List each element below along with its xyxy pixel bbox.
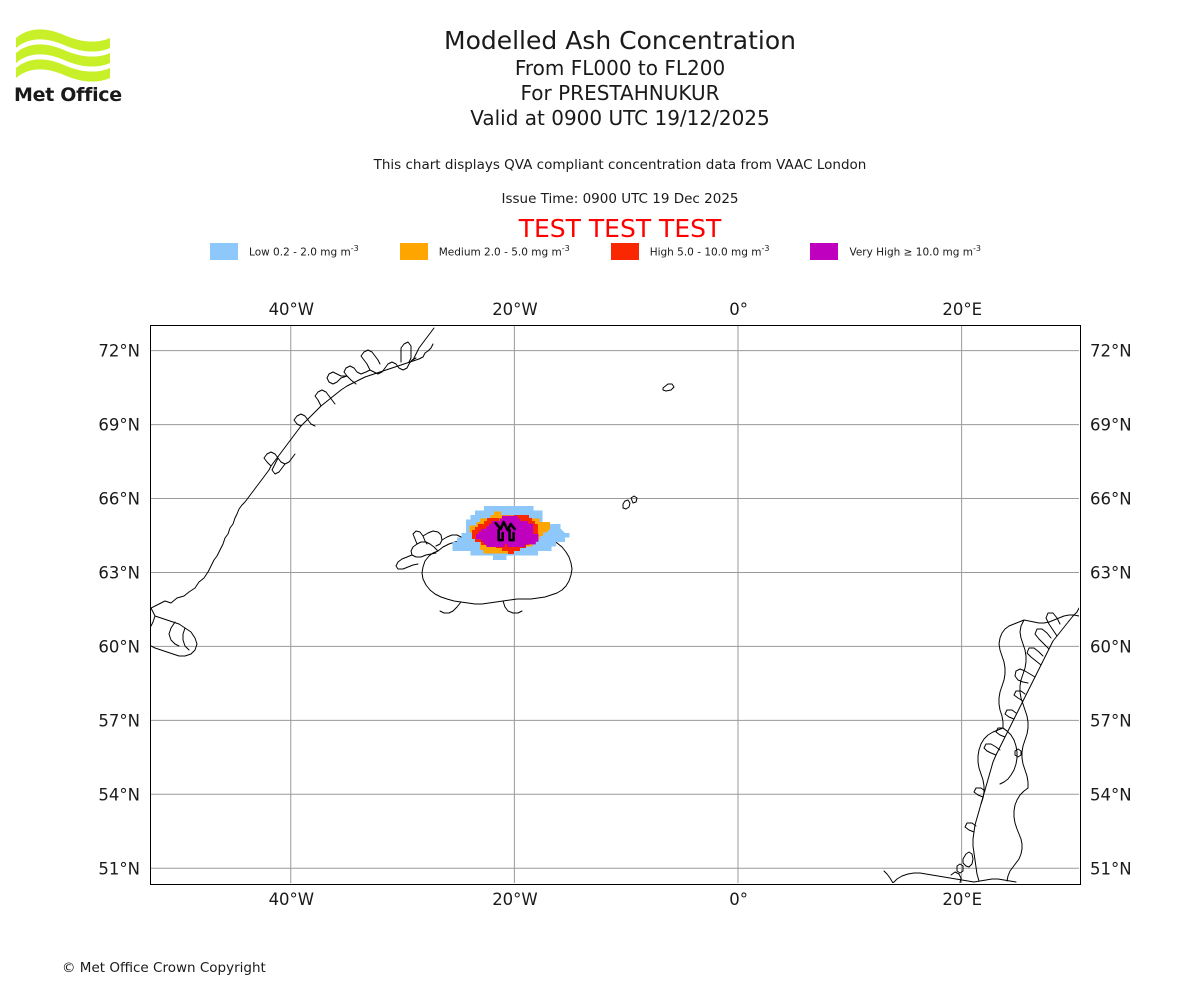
legend-label-medium: Medium 2.0 - 5.0 mg m-3 (438, 243, 570, 259)
legend-entry-low: Low 0.2 - 2.0 mg m-3 (209, 240, 399, 262)
ash-concentration-map: 40°W 40°W 20°W 20°W 0° 0° 20°E 20°E 72°N 72°N 69°N… (98, 300, 1131, 909)
issue-time: Issue Time: 0900 UTC 19 Dec 2025 (501, 191, 739, 207)
title-volcano: For PRESTAHNUKUR (520, 81, 720, 105)
lat-tick-right-7: 51°N (1090, 859, 1132, 879)
lat-tick-right-3: 63°N (1090, 563, 1132, 583)
legend-label-high: High 5.0 - 10.0 mg m-3 (649, 243, 770, 259)
legend-entry-medium: Medium 2.0 - 5.0 mg m-3 (398, 240, 610, 262)
ash-plume-layer (452, 506, 570, 560)
legend-label-low: Low 0.2 - 2.0 mg m-3 (249, 243, 359, 259)
title-flight-levels: From FL000 to FL200 (514, 56, 726, 80)
volcano-marker-layer (494, 520, 516, 542)
lat-tick-left-0: 72°N (98, 341, 140, 361)
ash-contour-very-high (476, 515, 539, 547)
map-canvas (151, 326, 1079, 883)
page-title: Modelled Ash Concentration (444, 26, 796, 55)
volcano-source-marker (494, 520, 516, 542)
qva-note: This chart displays QVA compliant concen… (373, 157, 867, 173)
legend-swatch-low (209, 241, 240, 261)
legend-label-very-high: Very High ≥ 10.0 mg m-3 (849, 243, 981, 259)
lat-tick-left-1: 69°N (98, 415, 140, 435)
lon-tick-bottom-2: 0° (729, 890, 748, 909)
lon-tick-bottom-0: 40°W (268, 890, 315, 909)
lat-tick-left-4: 60°N (98, 637, 140, 657)
lat-tick-right-6: 54°N (1090, 785, 1132, 805)
title-valid-time: Valid at 0900 UTC 19/12/2025 (470, 106, 770, 130)
test-banner: TEST TEST TEST (518, 214, 722, 243)
copyright-notice: © Met Office Crown Copyright (62, 960, 266, 976)
lat-tick-right-0: 72°N (1090, 341, 1132, 361)
map-plot-frame (150, 325, 1081, 885)
legend-swatch-high (609, 241, 640, 261)
lon-tick-bottom-3: 20°E (942, 890, 983, 909)
lat-tick-right-4: 60°N (1090, 637, 1132, 657)
lat-tick-left-7: 51°N (98, 859, 140, 879)
legend-entry-very-high: Very High ≥ 10.0 mg m-3 (809, 240, 1020, 262)
lon-tick-top-2: 0° (729, 300, 748, 319)
lat-tick-right-2: 66°N (1090, 489, 1132, 509)
met-office-wordmark: Met Office (14, 84, 122, 106)
legend-swatch-medium (398, 241, 429, 261)
coastline-layer (151, 327, 1079, 883)
lat-tick-left-5: 57°N (98, 711, 140, 731)
lon-tick-top-0: 40°W (268, 300, 315, 319)
lon-tick-top-3: 20°E (942, 300, 983, 319)
lat-tick-right-1: 69°N (1090, 415, 1132, 435)
concentration-legend: Low 0.2 - 2.0 mg m-3 Medium 2.0 - 5.0 mg… (150, 240, 1080, 262)
lat-tick-left-3: 63°N (98, 563, 140, 583)
legend-entry-high: High 5.0 - 10.0 mg m-3 (609, 240, 810, 262)
legend-swatch-very-high (809, 241, 840, 261)
met-office-wave-mark (16, 29, 110, 82)
lat-tick-left-6: 54°N (98, 785, 140, 805)
lat-tick-right-5: 57°N (1090, 711, 1132, 731)
lon-tick-bottom-1: 20°W (492, 890, 538, 909)
graticule-gridlines (151, 326, 1079, 883)
chart-title-block: Modelled Ash Concentration From FL000 to… (200, 26, 1040, 131)
lon-tick-top-1: 20°W (492, 300, 538, 319)
lat-tick-left-2: 66°N (98, 489, 140, 509)
met-office-logo: Met Office (14, 24, 122, 114)
